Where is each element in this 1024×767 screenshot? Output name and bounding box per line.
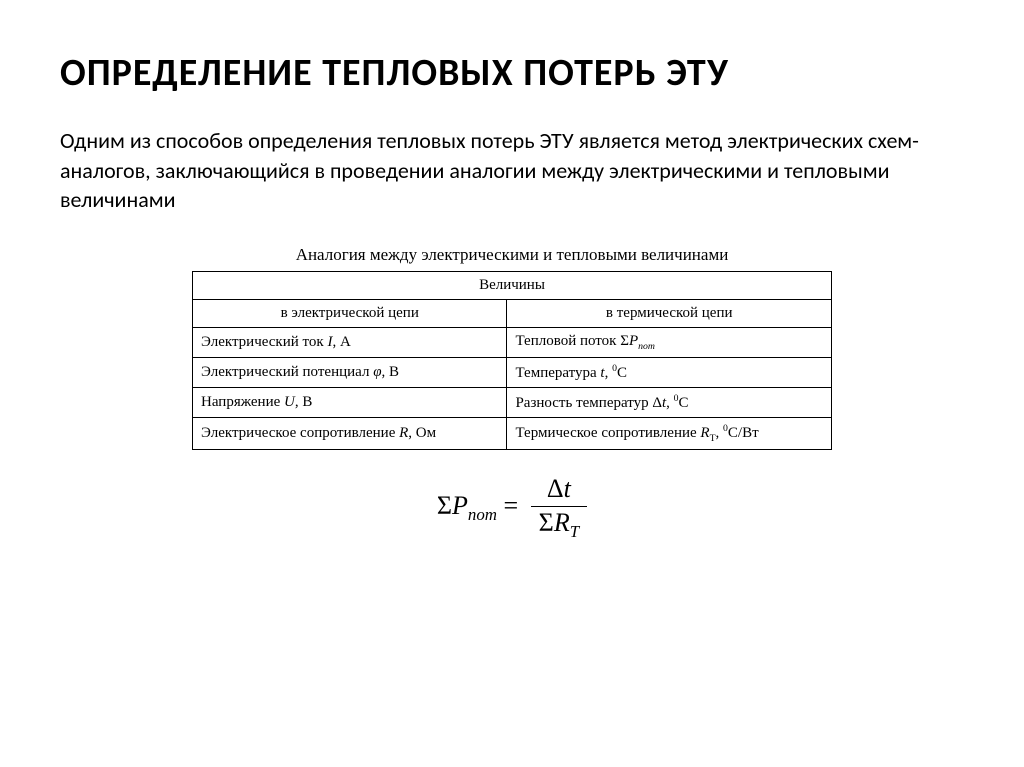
table-header-left: в электрической цепи (193, 300, 507, 328)
cell-thermal: Термическое сопротивление RT, 0С/Вт (507, 418, 832, 450)
main-formula: ΣPnom = Δt ΣRT (60, 475, 964, 541)
formula-fraction: Δt ΣRT (531, 475, 587, 541)
formula-denominator: ΣRT (531, 507, 587, 542)
cell-thermal: Температура t, 0С (507, 358, 832, 388)
formula-numerator: Δt (531, 475, 587, 507)
cell-thermal: Разность температур Δt, 0С (507, 388, 832, 418)
table-caption: Аналогия между электрическими и тепловым… (192, 245, 832, 265)
cell-electrical: Напряжение U, В (193, 388, 507, 418)
table-row: Электрический потенциал φ, ВТемпература … (193, 358, 832, 388)
table-header-right: в термической цепи (507, 300, 832, 328)
intro-paragraph: Одним из способов определения тепловых п… (60, 126, 940, 215)
table-header-main: Величины (193, 272, 832, 300)
analogy-table: Величины в электрической цепи в термичес… (192, 271, 832, 450)
table-row: Электрический ток I, АТепловой поток ΣPn… (193, 328, 832, 358)
table-row: Напряжение U, ВРазность температур Δt, 0… (193, 388, 832, 418)
analogy-table-wrap: Аналогия между электрическими и тепловым… (192, 245, 832, 450)
cell-thermal: Тепловой поток ΣPnom (507, 328, 832, 358)
table-row: Электрическое сопротивление R, ОмТермиче… (193, 418, 832, 450)
cell-electrical: Электрическое сопротивление R, Ом (193, 418, 507, 450)
formula-lhs: ΣPnom = (437, 491, 518, 525)
cell-electrical: Электрический ток I, А (193, 328, 507, 358)
page-title: ОПРЕДЕЛЕНИЕ ТЕПЛОВЫХ ПОТЕРЬ ЭТУ (60, 50, 964, 96)
cell-electrical: Электрический потенциал φ, В (193, 358, 507, 388)
